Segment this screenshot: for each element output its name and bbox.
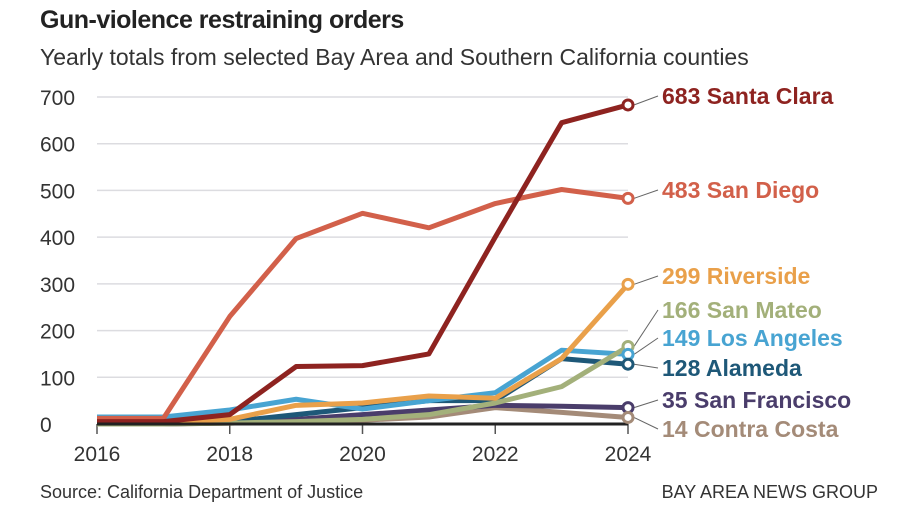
end-point-marker <box>621 277 635 291</box>
y-tick-label: 200 <box>40 321 75 344</box>
y-tick-label: 100 <box>40 367 75 390</box>
series-line-los-angeles <box>97 347 629 420</box>
series-label: 483 San Diego <box>662 177 819 203</box>
series-label: 299 Riverside <box>662 263 810 289</box>
series-label: 683 Santa Clara <box>662 83 834 109</box>
source-note: Source: California Department of Justice <box>40 482 364 502</box>
series-line-san-diego <box>97 186 629 421</box>
series-label: 149 Los Angeles <box>662 325 843 351</box>
end-point-marker <box>621 98 635 112</box>
chart-subtitle: Yearly totals from selected Bay Area and… <box>40 44 749 70</box>
credit: BAY AREA NEWS GROUP <box>661 482 878 502</box>
series-label: 14 Contra Costa <box>662 416 839 442</box>
x-tick-label: 2022 <box>472 443 519 466</box>
x-tick-label: 2018 <box>206 443 253 466</box>
x-tick-label: 2016 <box>74 443 121 466</box>
leader-line <box>633 275 659 285</box>
y-tick-label: 400 <box>40 227 75 250</box>
leader-line <box>633 337 659 355</box>
y-tick-label: 600 <box>40 134 75 157</box>
y-tick-label: 0 <box>40 414 52 437</box>
y-tick-label: 700 <box>40 87 75 110</box>
y-tick-label: 300 <box>40 274 75 297</box>
y-tick-label: 500 <box>40 180 75 203</box>
leader-line <box>633 399 659 409</box>
x-tick-label: 2020 <box>339 443 386 466</box>
series-label: 35 San Francisco <box>662 387 851 413</box>
series-label: 128 Alameda <box>662 355 802 381</box>
series-line-santa-clara <box>97 102 629 425</box>
end-point-marker <box>621 410 635 424</box>
leader-line <box>633 363 659 369</box>
leader-line <box>633 309 659 347</box>
end-point-marker <box>621 357 635 371</box>
chart-title: Gun-violence restraining orders <box>40 6 404 34</box>
leader-line <box>633 95 659 106</box>
series-label: 166 San Mateo <box>662 297 822 323</box>
leader-line <box>633 189 659 199</box>
x-tick-label: 2024 <box>605 443 652 466</box>
leader-line <box>633 417 659 430</box>
end-point-marker <box>621 191 635 205</box>
